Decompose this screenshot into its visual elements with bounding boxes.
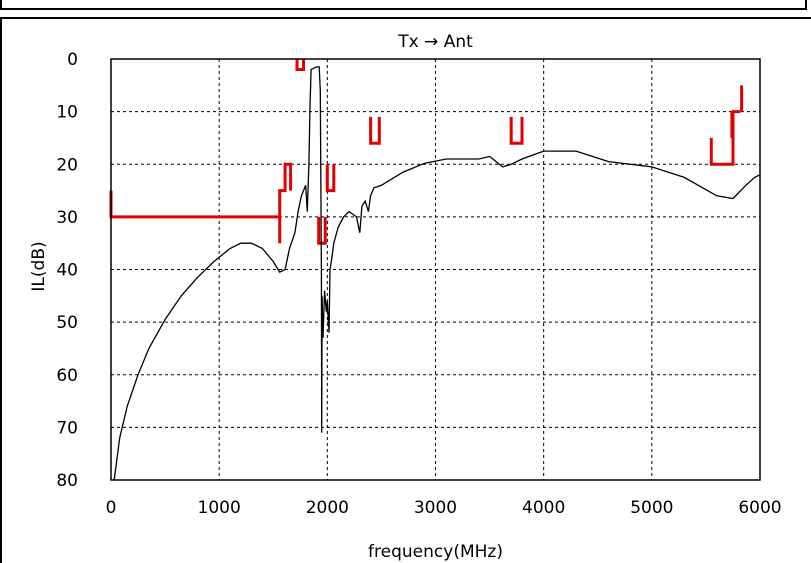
- y-tick-label: 70: [56, 418, 78, 438]
- series-line: [113, 66, 761, 481]
- y-tick-label: 0: [67, 50, 78, 70]
- plot-border: [110, 58, 761, 481]
- spec-mask-line: [295, 59, 305, 71]
- tick-labels: 0 1000 2000 3000 4000 5000 6000 0 10 20 30 40 50 60 70…: [56, 50, 781, 518]
- y-axis-label: IL(dB): [29, 241, 49, 291]
- chart-title: Tx → Ant: [397, 32, 473, 52]
- x-tick-label: 3000: [414, 498, 457, 518]
- spec-mask-line: [109, 162, 293, 244]
- y-tick-label: 20: [56, 155, 78, 175]
- spec-lines: [109, 59, 744, 245]
- chart-frame: [0, 17, 811, 563]
- x-tick-label: 4000: [522, 498, 565, 518]
- top-strip-frame: [0, 0, 807, 10]
- y-tick-label: 60: [56, 366, 78, 386]
- x-tick-label: 2000: [306, 498, 349, 518]
- series-lines: [113, 66, 761, 481]
- x-tick-label: 1000: [198, 498, 241, 518]
- spec-mask-line: [325, 164, 336, 193]
- y-tick-label: 40: [56, 261, 78, 281]
- y-tick-label: 10: [56, 103, 78, 123]
- x-axis-label: frequency(MHz): [368, 542, 503, 562]
- y-tick-label: 50: [56, 313, 78, 333]
- y-tick-label: 30: [56, 208, 78, 228]
- spec-mask-line: [709, 110, 741, 166]
- spec-mask-line: [509, 116, 524, 145]
- spec-mask-line: [317, 216, 327, 245]
- spec-mask-line: [369, 116, 381, 145]
- x-tick-label: 6000: [738, 498, 781, 518]
- grid-lines: [111, 59, 760, 480]
- y-tick-label: 80: [56, 471, 78, 491]
- x-tick-label: 5000: [630, 498, 673, 518]
- x-tick-label: 0: [106, 498, 117, 518]
